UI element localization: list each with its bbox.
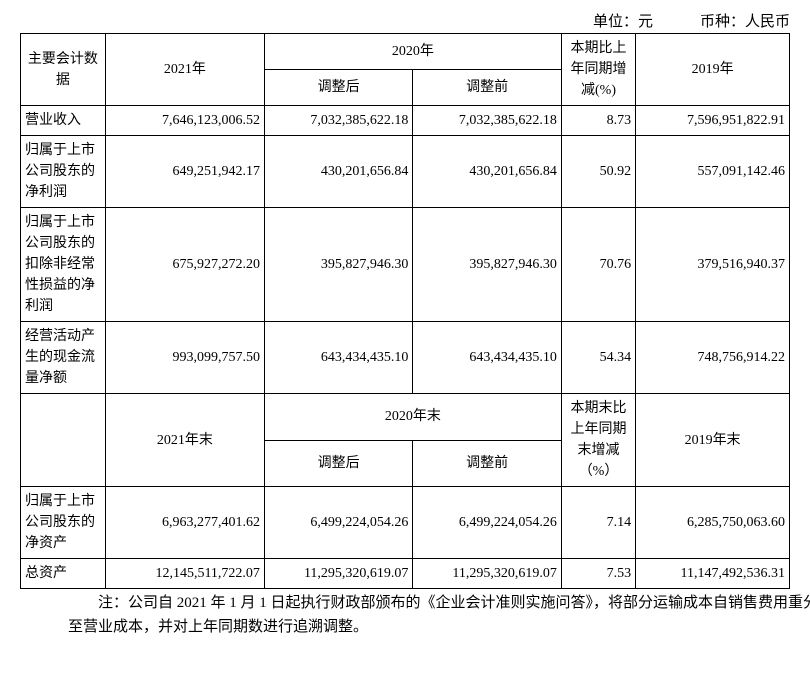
cell: 8.73 — [561, 106, 635, 136]
col-2020-end: 2020年末 — [264, 394, 561, 441]
cell: 11,295,320,619.07 — [264, 559, 412, 589]
unit-line: 单位：元 币种：人民币 — [20, 10, 810, 33]
cell: 7,032,385,622.18 — [413, 106, 561, 136]
row-label: 总资产 — [21, 559, 106, 589]
col-main: 主要会计数据 — [21, 34, 106, 106]
cell: 6,499,224,054.26 — [264, 487, 412, 559]
col-main-2 — [21, 394, 106, 487]
table-row: 归属于上市公司股东的扣除非经常性损益的净利润 675,927,272.20 39… — [21, 208, 790, 322]
cell: 6,963,277,401.62 — [105, 487, 264, 559]
cell: 395,827,946.30 — [264, 208, 412, 322]
row-label: 经营活动产生的现金流量净额 — [21, 322, 106, 394]
table-row: 经营活动产生的现金流量净额 993,099,757.50 643,434,435… — [21, 322, 790, 394]
col-2019: 2019年 — [636, 34, 790, 106]
cell: 557,091,142.46 — [636, 136, 790, 208]
cell: 430,201,656.84 — [264, 136, 412, 208]
cell: 379,516,940.37 — [636, 208, 790, 322]
row-label: 归属于上市公司股东的净利润 — [21, 136, 106, 208]
col-2020: 2020年 — [264, 34, 561, 70]
col-adj-before: 调整前 — [413, 70, 561, 106]
footnote: 注：公司自 2021 年 1 月 1 日起执行财政部颁布的《企业会计准则实施问答… — [20, 589, 810, 639]
header-row-1: 主要会计数据 2021年 2020年 本期比上年同期增减(%) 2019年 — [21, 34, 790, 70]
cell: 6,285,750,063.60 — [636, 487, 790, 559]
cell: 993,099,757.50 — [105, 322, 264, 394]
cell: 643,434,435.10 — [264, 322, 412, 394]
table-row: 总资产 12,145,511,722.07 11,295,320,619.07 … — [21, 559, 790, 589]
cell: 6,499,224,054.26 — [413, 487, 561, 559]
cell: 54.34 — [561, 322, 635, 394]
cell: 70.76 — [561, 208, 635, 322]
col-pct-2: 本期末比上年同期末增减（%） — [561, 394, 635, 487]
col-2021: 2021年 — [105, 34, 264, 106]
unit-text: 单位：元 — [593, 14, 653, 30]
cell: 748,756,914.22 — [636, 322, 790, 394]
header2-row-1: 2021年末 2020年末 本期末比上年同期末增减（%） 2019年末 — [21, 394, 790, 441]
row-label: 归属于上市公司股东的净资产 — [21, 487, 106, 559]
cell: 7,646,123,006.52 — [105, 106, 264, 136]
row-label: 营业收入 — [21, 106, 106, 136]
col-2021-end: 2021年末 — [105, 394, 264, 487]
table-row: 营业收入 7,646,123,006.52 7,032,385,622.18 7… — [21, 106, 790, 136]
cell: 7,596,951,822.91 — [636, 106, 790, 136]
row-label: 归属于上市公司股东的扣除非经常性损益的净利润 — [21, 208, 106, 322]
financial-table: 主要会计数据 2021年 2020年 本期比上年同期增减(%) 2019年 调整… — [20, 33, 790, 589]
table-row: 归属于上市公司股东的净资产 6,963,277,401.62 6,499,224… — [21, 487, 790, 559]
currency-text: 币种：人民币 — [700, 14, 790, 30]
col-adj-after-2: 调整后 — [264, 440, 412, 487]
cell: 7.53 — [561, 559, 635, 589]
col-adj-after: 调整后 — [264, 70, 412, 106]
cell: 7,032,385,622.18 — [264, 106, 412, 136]
col-adj-before-2: 调整前 — [413, 440, 561, 487]
cell: 675,927,272.20 — [105, 208, 264, 322]
table-row: 归属于上市公司股东的净利润 649,251,942.17 430,201,656… — [21, 136, 790, 208]
cell: 12,145,511,722.07 — [105, 559, 264, 589]
cell: 430,201,656.84 — [413, 136, 561, 208]
cell: 643,434,435.10 — [413, 322, 561, 394]
cell: 7.14 — [561, 487, 635, 559]
col-2019-end: 2019年末 — [636, 394, 790, 487]
cell: 395,827,946.30 — [413, 208, 561, 322]
cell: 50.92 — [561, 136, 635, 208]
cell: 11,147,492,536.31 — [636, 559, 790, 589]
col-pct: 本期比上年同期增减(%) — [561, 34, 635, 106]
cell: 11,295,320,619.07 — [413, 559, 561, 589]
cell: 649,251,942.17 — [105, 136, 264, 208]
